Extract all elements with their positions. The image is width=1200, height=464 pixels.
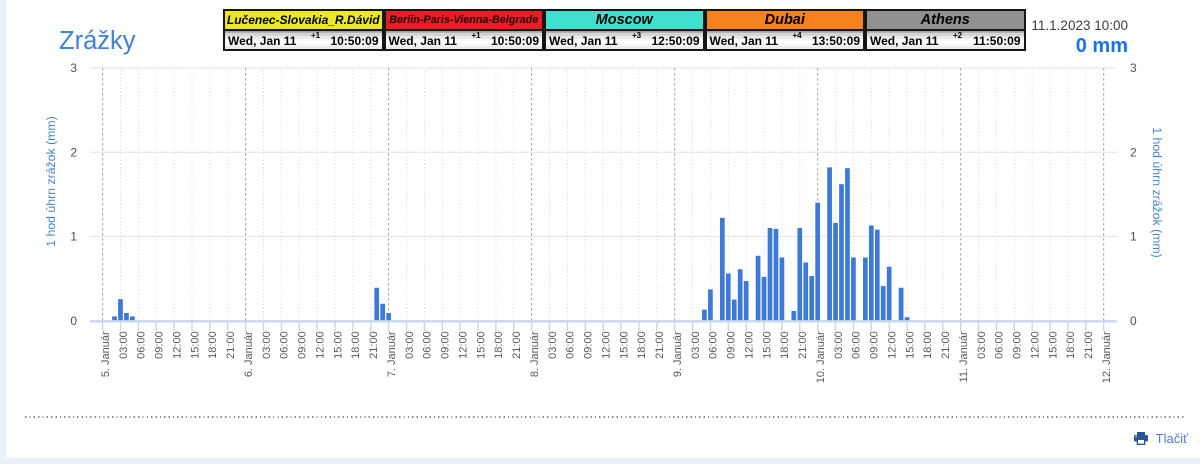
svg-text:06:00: 06:00 — [994, 331, 1006, 359]
svg-text:15:00: 15:00 — [618, 331, 630, 359]
svg-text:03:00: 03:00 — [118, 331, 130, 359]
svg-text:09:00: 09:00 — [1012, 331, 1024, 359]
svg-text:1 hod úhrn zrážok (mm): 1 hod úhrn zrážok (mm) — [1150, 127, 1164, 258]
svg-text:06:00: 06:00 — [851, 331, 863, 359]
svg-text:7. Január: 7. Január — [386, 331, 398, 377]
svg-text:21:00: 21:00 — [797, 331, 809, 359]
svg-text:12:00: 12:00 — [171, 331, 183, 359]
svg-text:2: 2 — [1130, 145, 1137, 159]
svg-text:09:00: 09:00 — [726, 331, 738, 359]
svg-text:1: 1 — [1130, 230, 1137, 244]
svg-text:15:00: 15:00 — [332, 331, 344, 359]
svg-text:18:00: 18:00 — [636, 331, 648, 359]
svg-text:15:00: 15:00 — [761, 331, 773, 359]
svg-text:11. Január: 11. Január — [958, 331, 970, 383]
svg-text:06:00: 06:00 — [422, 331, 434, 359]
svg-text:06:00: 06:00 — [708, 331, 720, 359]
svg-text:0: 0 — [1130, 314, 1137, 328]
svg-text:0: 0 — [70, 314, 77, 328]
svg-text:09:00: 09:00 — [583, 331, 595, 359]
svg-text:06:00: 06:00 — [279, 331, 291, 359]
svg-text:06:00: 06:00 — [565, 331, 577, 359]
svg-text:09:00: 09:00 — [440, 331, 452, 359]
svg-text:03:00: 03:00 — [547, 331, 559, 359]
svg-text:15:00: 15:00 — [904, 331, 916, 359]
svg-text:21:00: 21:00 — [511, 331, 523, 359]
svg-text:18:00: 18:00 — [779, 331, 791, 359]
svg-text:03:00: 03:00 — [261, 331, 273, 359]
svg-text:9. Január: 9. Január — [672, 331, 684, 377]
svg-text:21:00: 21:00 — [225, 331, 237, 359]
svg-text:10. Január: 10. Január — [815, 331, 827, 383]
svg-text:21:00: 21:00 — [1083, 331, 1095, 359]
svg-text:03:00: 03:00 — [976, 331, 988, 359]
svg-text:09:00: 09:00 — [869, 331, 881, 359]
svg-text:12. Január: 12. Január — [1101, 331, 1113, 383]
svg-text:18:00: 18:00 — [207, 331, 219, 359]
svg-text:09:00: 09:00 — [297, 331, 309, 359]
svg-text:12:00: 12:00 — [600, 331, 612, 359]
svg-text:12:00: 12:00 — [1030, 331, 1042, 359]
svg-text:2: 2 — [70, 145, 77, 159]
svg-text:03:00: 03:00 — [404, 331, 416, 359]
svg-text:21:00: 21:00 — [654, 331, 666, 359]
svg-text:03:00: 03:00 — [833, 331, 845, 359]
svg-text:12:00: 12:00 — [457, 331, 469, 359]
svg-text:8. Január: 8. Január — [529, 331, 541, 377]
svg-text:18:00: 18:00 — [493, 331, 505, 359]
svg-text:3: 3 — [1130, 61, 1137, 75]
svg-text:09:00: 09:00 — [154, 331, 166, 359]
svg-text:15:00: 15:00 — [1047, 331, 1059, 359]
svg-text:1: 1 — [70, 230, 77, 244]
svg-text:12:00: 12:00 — [887, 331, 899, 359]
svg-text:18:00: 18:00 — [350, 331, 362, 359]
svg-text:6. Január: 6. Január — [243, 331, 255, 377]
svg-text:15:00: 15:00 — [189, 331, 201, 359]
svg-text:21:00: 21:00 — [368, 331, 380, 359]
svg-text:3: 3 — [70, 61, 77, 75]
svg-text:5. Január: 5. Január — [100, 331, 112, 377]
svg-text:12:00: 12:00 — [314, 331, 326, 359]
svg-text:18:00: 18:00 — [1065, 331, 1077, 359]
svg-text:18:00: 18:00 — [922, 331, 934, 359]
svg-text:03:00: 03:00 — [690, 331, 702, 359]
svg-text:15:00: 15:00 — [475, 331, 487, 359]
svg-text:12:00: 12:00 — [744, 331, 756, 359]
svg-text:06:00: 06:00 — [136, 331, 148, 359]
svg-text:1 hod úhrn zrážok (mm): 1 hod úhrn zrážok (mm) — [44, 116, 58, 247]
svg-text:21:00: 21:00 — [940, 331, 952, 359]
